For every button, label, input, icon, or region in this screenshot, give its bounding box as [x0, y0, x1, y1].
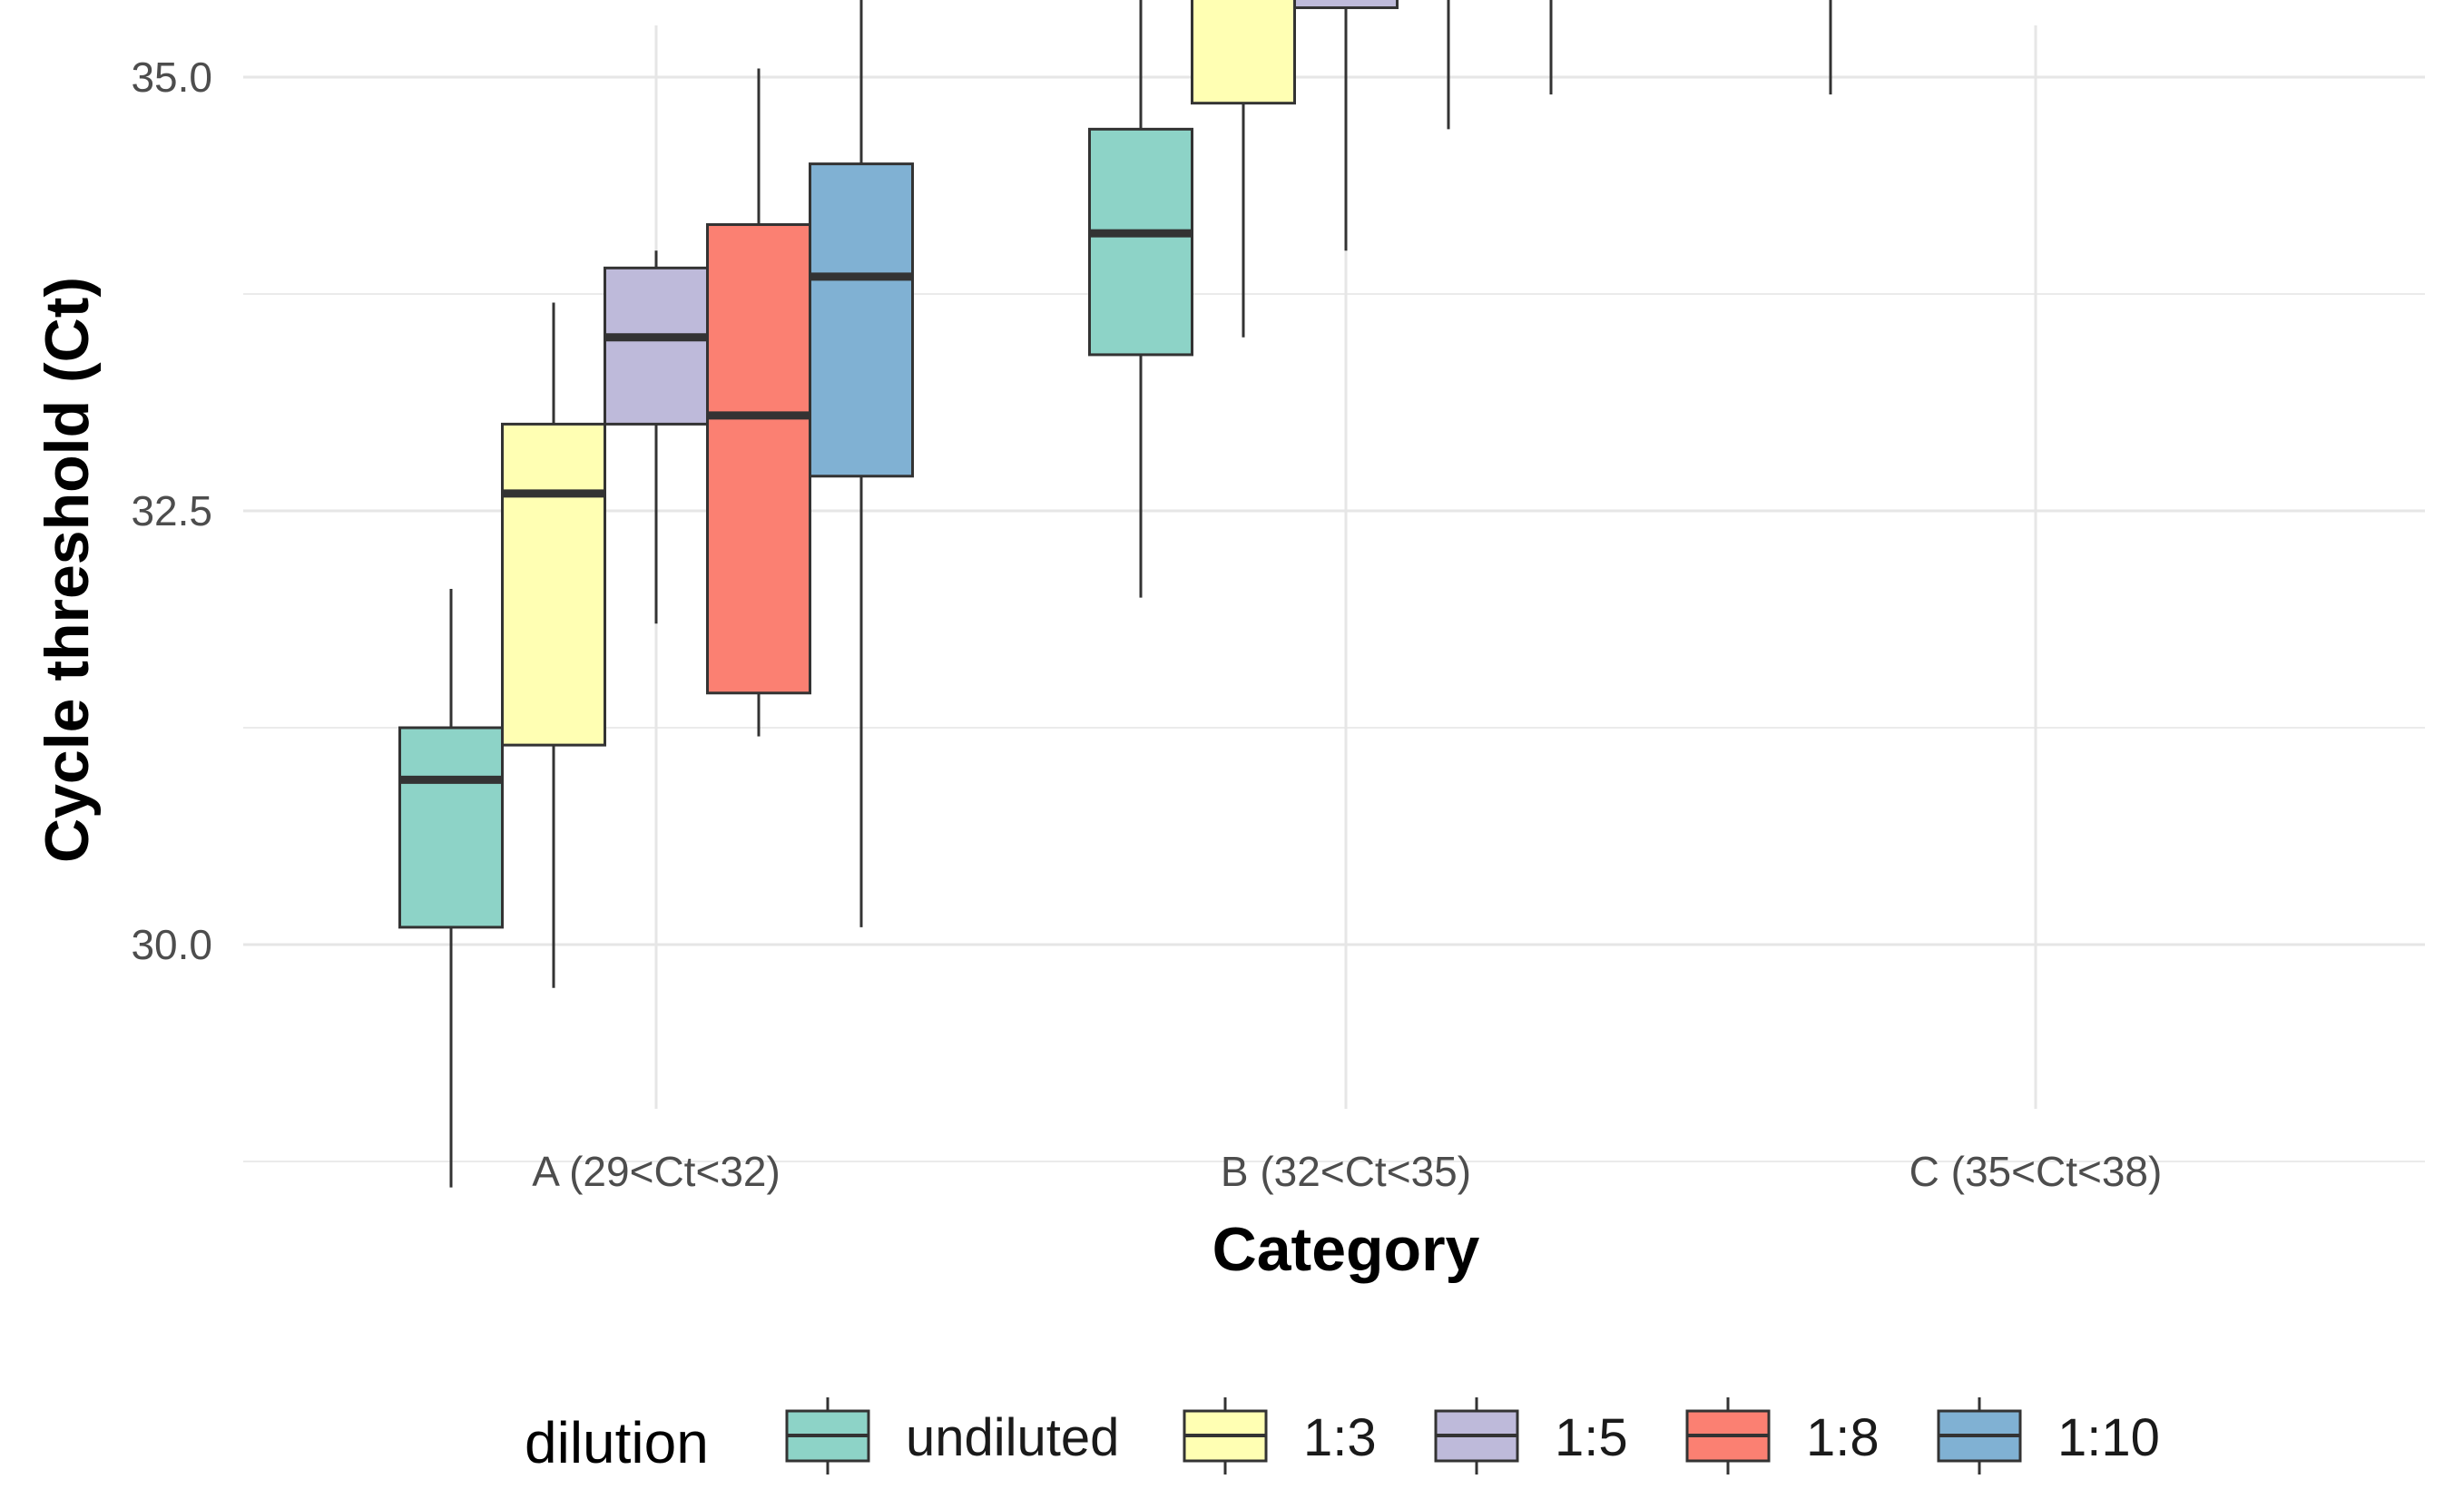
boxes — [398, 0, 1832, 1188]
box-1:8-1 — [1447, 0, 1450, 130]
box-1:10-0 — [809, 0, 914, 927]
y-axis-title: Cycle threshold (Ct) — [33, 277, 102, 863]
box-body — [398, 726, 504, 929]
box-1:8-0 — [706, 68, 811, 737]
box-1:5-1 — [1293, 0, 1399, 251]
y-tick-label: 30.0 — [131, 921, 212, 968]
box-body — [809, 162, 914, 478]
y-tick-label: 35.0 — [131, 54, 212, 101]
box-body — [1088, 127, 1193, 357]
box-body — [604, 266, 709, 426]
legend: dilution undiluted 1:3 1:5 1:8 1:10 — [525, 1397, 2160, 1475]
legend-label: undiluted — [906, 1408, 1119, 1467]
legend-item-undiluted: undiluted — [785, 1397, 1119, 1475]
box-undiluted-0 — [398, 589, 504, 1188]
x-axis-ticks: A (29<Ct<32) B (32<Ct<35) C (35<Ct<38) — [532, 1148, 2162, 1195]
legend-label: 1:5 — [1555, 1408, 1628, 1467]
box-1:5-0 — [604, 250, 709, 624]
legend-title: dilution — [525, 1410, 709, 1475]
x-tick-label: B (32<Ct<35) — [1221, 1148, 1471, 1195]
legend-label: 1:3 — [1303, 1408, 1377, 1467]
x-tick-label: C (35<Ct<38) — [1909, 1148, 2163, 1195]
box-1:3-0 — [501, 302, 606, 988]
box-body — [501, 422, 606, 747]
legend-item-1:10: 1:10 — [1937, 1397, 2160, 1475]
y-axis-ticks: 30.032.535.037.540.0 — [131, 54, 212, 968]
box-undiluted-2 — [1829, 0, 1832, 95]
box-1:3-1 — [1191, 0, 1296, 338]
y-tick-label: 32.5 — [131, 487, 212, 534]
legend-label: 1:10 — [2057, 1408, 2160, 1467]
box-undiluted-1 — [1088, 0, 1193, 598]
box-1:10-1 — [1549, 0, 1553, 95]
legend-item-1:5: 1:5 — [1434, 1397, 1628, 1475]
legend-item-1:3: 1:3 — [1183, 1397, 1377, 1475]
box-body — [1293, 0, 1399, 10]
legend-item-1:8: 1:8 — [1685, 1397, 1880, 1475]
x-tick-label: A (29<Ct<32) — [532, 1148, 780, 1195]
box-body — [1191, 0, 1296, 105]
legend-label: 1:8 — [1806, 1408, 1880, 1467]
box-body — [706, 223, 811, 695]
x-axis-title: Category — [1212, 1215, 1480, 1284]
